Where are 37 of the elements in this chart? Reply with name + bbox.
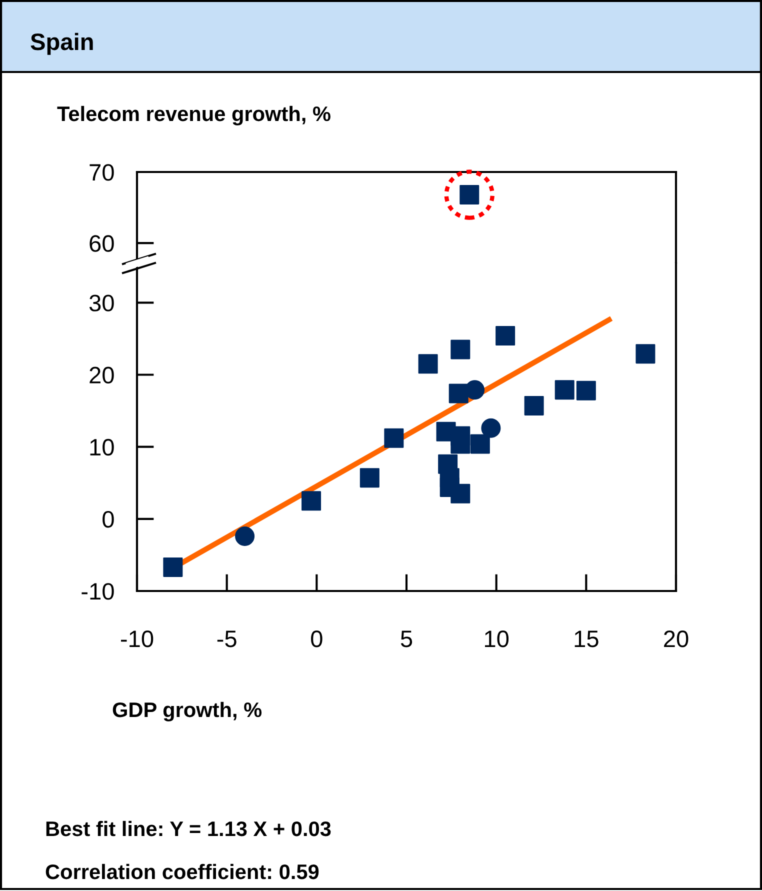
point <box>481 418 501 438</box>
point <box>448 384 468 404</box>
point <box>360 468 380 488</box>
point <box>450 340 470 360</box>
x-tick-label: 15 <box>574 630 598 648</box>
point <box>384 428 404 448</box>
x-tick-label: 5 <box>400 630 412 648</box>
point <box>524 396 544 416</box>
x-tick-label: 10 <box>485 630 509 648</box>
x-tick-label: -10 <box>120 630 154 648</box>
text: Correlation coefficient: 0.59 <box>46 864 319 880</box>
y-tick-label: 70 <box>90 164 114 181</box>
point <box>163 557 183 577</box>
x-axis-title: GDP growth, % <box>112 702 262 722</box>
point <box>302 491 322 511</box>
y-tick-label: 30 <box>89 294 114 312</box>
point <box>636 344 656 364</box>
y-tick-label: 20 <box>90 366 114 384</box>
y-tick-label: -10 <box>82 583 114 600</box>
y-tick-label: 10 <box>90 438 114 456</box>
y-axis-title: Telecom revenue growth, % <box>57 106 330 126</box>
point <box>235 526 255 546</box>
text: Best fit line: Y = 1.13 X + 0.03 <box>46 820 331 836</box>
point <box>465 380 485 400</box>
point <box>470 434 490 454</box>
y-tick-label: 0 <box>102 510 114 528</box>
point <box>576 380 596 400</box>
point <box>450 434 470 454</box>
point <box>496 326 516 346</box>
point <box>418 354 438 374</box>
x-tick-label: 20 <box>664 630 688 648</box>
x-tick-label: -5 <box>217 630 236 648</box>
point <box>554 380 574 400</box>
chart-title: Spain <box>30 32 93 55</box>
x-tick-label: 0 <box>311 630 322 648</box>
point <box>450 484 470 504</box>
y-tick-label: 60 <box>90 235 114 252</box>
